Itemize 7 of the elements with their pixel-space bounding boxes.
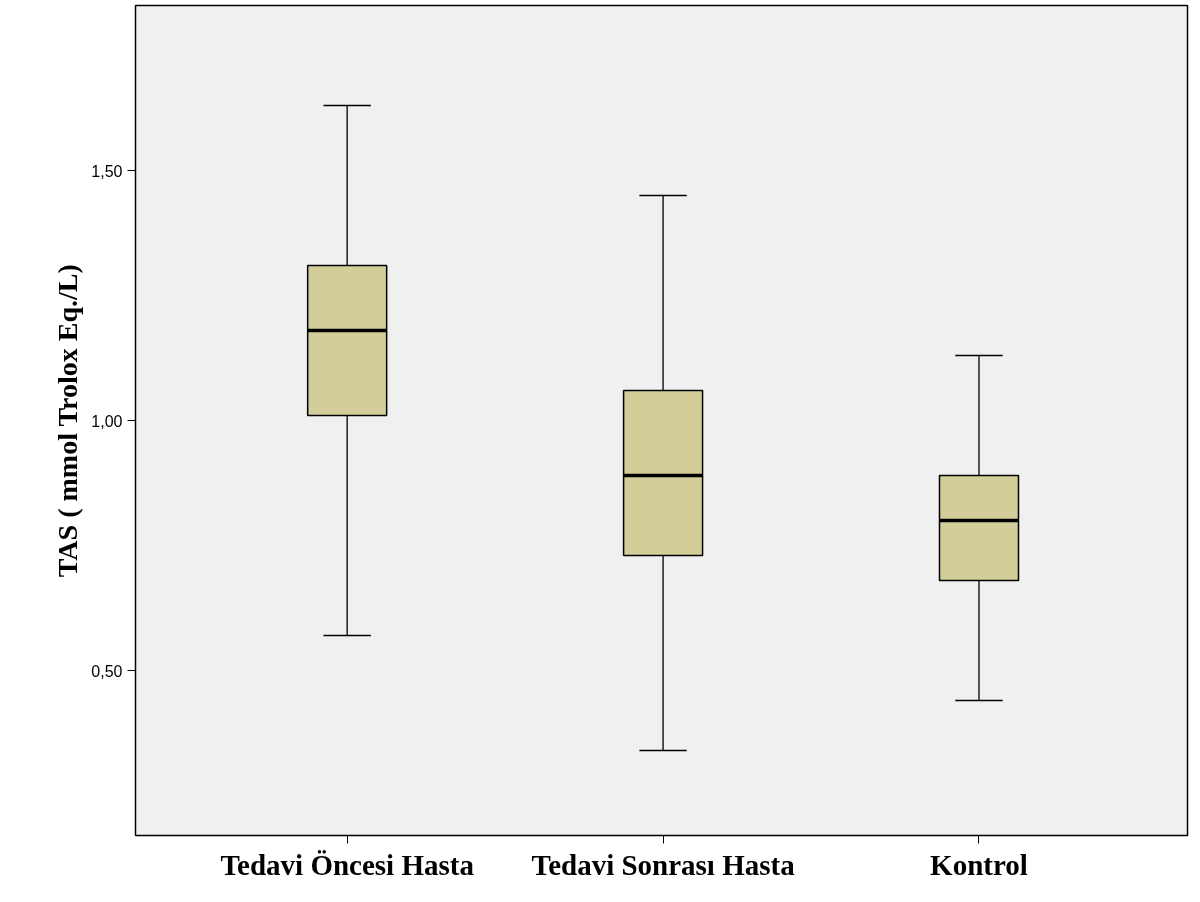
- x-tick-label: Tedavi Öncesi Hasta: [220, 848, 475, 881]
- y-tick-label: 0,50: [91, 662, 123, 680]
- x-tick-label: Kontrol: [930, 848, 1028, 881]
- y-tick-label: 1,00: [91, 412, 123, 430]
- y-axis-title: TAS ( mmol Trolox Eq./L): [52, 264, 84, 578]
- x-tick-label: Tedavi Sonrası Hasta: [531, 848, 796, 881]
- y-tick-label: 1,50: [91, 162, 123, 180]
